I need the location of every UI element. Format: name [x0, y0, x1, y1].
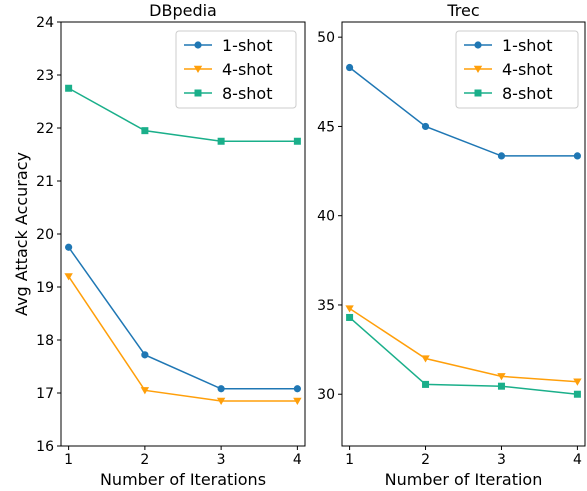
legend-label: 1-shot [222, 36, 273, 55]
data-point-1-shot [497, 152, 506, 160]
y-tick-label: 40 [317, 209, 335, 225]
data-point-1-shot [141, 351, 149, 359]
legend-marker [474, 41, 482, 49]
series-line-8-shot [68, 87, 298, 142]
y-axis-label: Avg Attack Accuracy [12, 152, 31, 316]
data-point-8-shot [141, 127, 149, 135]
y-tick-label: 30 [317, 387, 335, 403]
data-point-8-shot [573, 390, 581, 398]
data-point-1-shot [293, 385, 301, 393]
legend-label: 4-shot [502, 60, 553, 79]
data-point-1-shot [65, 243, 73, 251]
y-tick-label: 45 [317, 119, 335, 135]
data-point-8-shot [293, 137, 301, 145]
legend-label: 8-shot [502, 84, 553, 103]
data-point-8-shot [65, 84, 73, 92]
x-axis-label: Number of Iteration [385, 470, 543, 489]
y-tick-label: 18 [36, 333, 54, 349]
series-line-4-shot [349, 307, 578, 383]
legend-marker [474, 89, 482, 97]
x-tick-label: 4 [293, 452, 302, 468]
legend-label: 8-shot [222, 84, 273, 103]
x-tick-label: 1 [64, 452, 73, 468]
y-tick-label: 20 [36, 227, 54, 243]
legend-marker [194, 41, 202, 49]
data-point-1-shot [421, 122, 430, 131]
data-point-1-shot [217, 385, 225, 393]
x-tick-label: 2 [421, 452, 430, 468]
data-point-4-shot [345, 305, 354, 313]
y-tick-label: 50 [317, 30, 335, 46]
x-tick-label: 2 [140, 452, 149, 468]
data-point-4-shot [140, 387, 150, 395]
series-line-1-shot [349, 66, 578, 157]
x-tick-label: 1 [345, 452, 354, 468]
panel-title: DBpedia [149, 1, 217, 20]
data-point-8-shot [497, 382, 505, 390]
panel-2: Trec 1 2 3 4 30 35 40 45 50 Number of Iteration 1-s… [317, 1, 586, 489]
legend-marker [193, 65, 203, 73]
y-tick-label: 24 [36, 15, 54, 31]
y-tick-label: 16 [36, 439, 54, 455]
data-point-4-shot [497, 373, 506, 381]
legend-marker [194, 89, 202, 97]
y-tick-label: 35 [317, 298, 335, 314]
series-line-8-shot [349, 316, 578, 395]
x-tick-label: 4 [573, 452, 582, 468]
data-point-1-shot [573, 152, 582, 160]
data-point-8-shot [422, 380, 430, 388]
data-point-4-shot [573, 378, 582, 386]
data-point-8-shot [346, 313, 354, 321]
y-tick-label: 23 [36, 68, 54, 84]
data-point-1-shot [345, 63, 354, 72]
data-point-4-shot [421, 355, 430, 363]
data-point-8-shot [217, 137, 225, 145]
data-point-4-shot [216, 397, 226, 405]
panel-title: Trec [446, 1, 479, 20]
x-tick-label: 3 [497, 452, 506, 468]
legend-label: 4-shot [222, 60, 273, 79]
y-tick-label: 17 [36, 386, 54, 402]
y-tick-label: 21 [36, 174, 54, 190]
plot-frame [341, 21, 586, 447]
data-point-4-shot [64, 273, 73, 281]
legend-box [175, 30, 297, 109]
data-point-4-shot [293, 397, 302, 405]
series-line-1-shot [68, 246, 298, 390]
legend-box [455, 30, 579, 109]
x-axis-label: Number of Iterations [100, 470, 266, 489]
y-tick-label: 19 [36, 280, 54, 296]
legend-marker [473, 65, 483, 73]
series-line-4-shot [68, 275, 298, 402]
x-tick-label: 3 [217, 452, 226, 468]
legend-label: 1-shot [502, 36, 553, 55]
y-tick-label: 22 [36, 121, 54, 137]
